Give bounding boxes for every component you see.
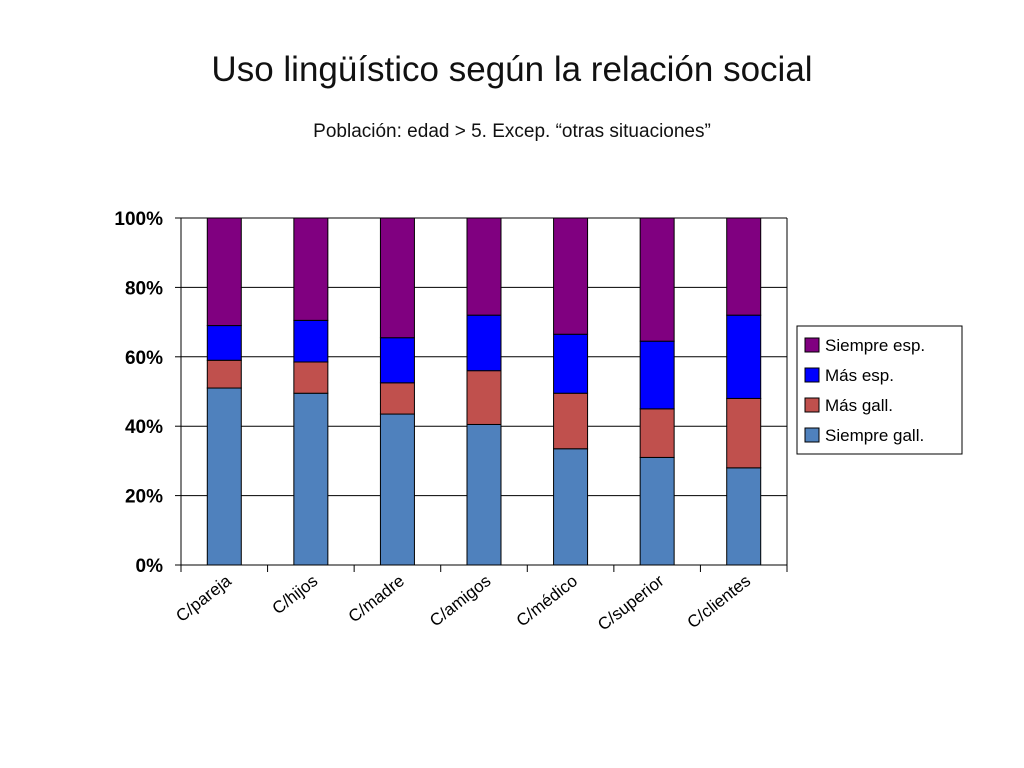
bar-segment (639, 456, 675, 566)
y-tick-label: 80% (125, 278, 163, 299)
legend-label: Siempre esp. (825, 336, 925, 355)
x-tick-label: C/superior (594, 571, 668, 634)
y-tick-label: 100% (114, 209, 163, 230)
bar-segment (639, 217, 675, 342)
legend-label: Más esp. (825, 366, 894, 385)
bar-segment (553, 217, 589, 335)
legend-box (796, 325, 963, 455)
x-tick-label: C/clientes (684, 571, 755, 632)
legend-swatch (804, 397, 820, 413)
bar-segment (293, 217, 329, 321)
bar-segment (293, 319, 329, 363)
bar-segment (639, 340, 675, 410)
bar-segment (726, 217, 762, 316)
bar-segment (466, 314, 502, 372)
bar-segment (206, 325, 242, 361)
bar-segment (553, 448, 589, 566)
axes (175, 217, 788, 572)
bar-segment (466, 217, 502, 316)
legend-label: Siempre gall. (825, 426, 924, 445)
bar-segment (293, 392, 329, 566)
x-tick-label: C/médico (513, 571, 581, 630)
x-tick-label: C/hijos (269, 571, 322, 618)
y-tick-label: 60% (125, 348, 163, 369)
bar-segment (553, 333, 589, 394)
bar-segment (379, 413, 415, 566)
bars (206, 217, 762, 566)
x-tick-label: C/amigos (426, 571, 494, 630)
y-tick-label: 20% (125, 487, 163, 508)
bar-segment (726, 467, 762, 566)
y-tick-label: 40% (125, 417, 163, 438)
bar-segment (466, 423, 502, 566)
y-tick-label: 0% (136, 556, 164, 577)
bar-segment (206, 217, 242, 327)
x-tick-label: C/madre (345, 571, 408, 626)
bar-segment (466, 370, 502, 425)
legend-swatch (804, 337, 820, 353)
legend-swatch (804, 427, 820, 443)
bar-segment (379, 382, 415, 415)
bar-segment (726, 397, 762, 469)
bar-segment (379, 217, 415, 339)
slide-subtitle: Población: edad > 5. Excep. “otras situa… (313, 121, 711, 142)
slide-title: Uso lingüístico según la relación social (211, 50, 813, 89)
bar-segment (553, 392, 589, 450)
bar-segment (726, 314, 762, 399)
legend-swatch (804, 367, 820, 383)
bar-segment (206, 359, 242, 389)
bar-segment (379, 337, 415, 384)
legend-label: Más gall. (825, 396, 893, 415)
bar-segment (206, 387, 242, 566)
x-tick-label: C/pareja (172, 571, 235, 626)
legend: Siempre esp. Más esp. Más gall. Siempre gal… (796, 325, 963, 455)
bar-segment (293, 361, 329, 394)
bar-segment (639, 408, 675, 458)
